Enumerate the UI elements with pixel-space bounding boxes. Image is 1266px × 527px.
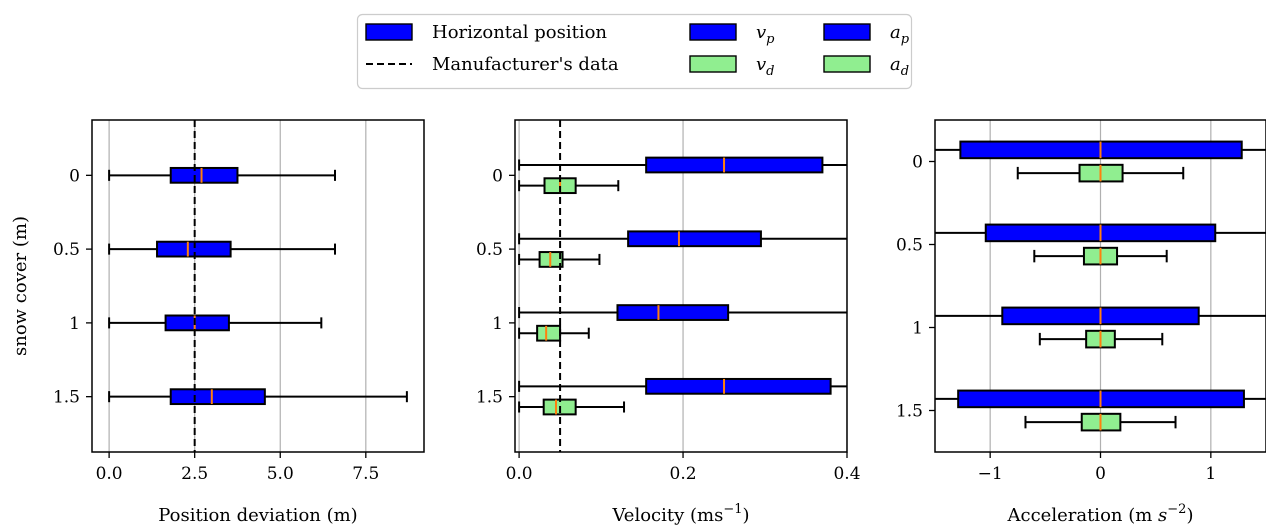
legend-label: vp — [756, 22, 775, 47]
legend-label: vd — [756, 54, 775, 79]
y-tick-label: 0.5 — [476, 240, 503, 260]
plot-area — [518, 120, 847, 452]
box-v-p — [645, 156, 824, 174]
legend-swatch — [823, 23, 871, 41]
acceleration-panel: −1 0 1 0 0.5 1 1.5 Acceleration (m s−2) — [896, 119, 1266, 526]
legend-frame — [356, 13, 913, 90]
y-tick-label: 0.5 — [896, 236, 923, 256]
x-tick-label: 0.2 — [670, 464, 697, 484]
plot-area — [935, 120, 1266, 452]
legend-swatch — [823, 55, 871, 73]
legend-label: Manufacturer's data — [432, 54, 619, 75]
box-v-d — [536, 324, 562, 342]
y-tick-label: 0 — [912, 153, 923, 173]
x-tick-label: 5.0 — [267, 464, 294, 484]
axes-frame — [514, 119, 848, 453]
x-tick-label: −1 — [978, 464, 1003, 484]
plot-area — [108, 120, 408, 452]
x-axis-label: Position deviation (m) — [158, 505, 357, 526]
legend-swatch — [689, 23, 737, 41]
box-v-p — [616, 304, 730, 321]
y-tick-label: 1 — [69, 314, 80, 334]
box-v-p — [645, 377, 832, 395]
x-tick-label: 0 — [1095, 464, 1106, 484]
y-axis-label: snow cover (m) — [10, 216, 31, 356]
x-tick-label: 7.5 — [352, 464, 379, 484]
x-axis-label: Velocity (ms−1) — [611, 502, 749, 526]
legend-label: ap — [890, 22, 910, 47]
y-tick-label: 1.5 — [896, 402, 923, 422]
x-axis-label: Acceleration (m s−2) — [1007, 502, 1194, 526]
y-tick-label: 0 — [69, 166, 80, 186]
x-tick-label: 0.0 — [506, 464, 533, 484]
box-horizontal-position — [169, 388, 266, 406]
y-tick-label: 1.5 — [476, 388, 503, 408]
y-tick-label: 1.5 — [53, 388, 80, 408]
y-tick-label: 1 — [912, 319, 923, 339]
box-horizontal-position — [169, 166, 239, 184]
legend-label: ad — [890, 54, 909, 79]
position-deviation-panel: 0.0 2.5 5.0 7.5 0 0.5 1 1.5 Position deviation (… — [10, 119, 425, 526]
velocity-panel: 0.0 0.2 0.4 0 0.5 1 1.5 Velocity (ms−1) — [476, 119, 861, 526]
axes-frame — [91, 119, 425, 453]
x-tick-label: 1 — [1205, 464, 1216, 484]
legend-label: Horizontal position — [432, 22, 607, 43]
legend: Horizontal position Manufacturer's data vp… — [356, 13, 913, 90]
x-tick-label: 0.4 — [833, 464, 860, 484]
box-horizontal-position — [164, 314, 230, 332]
y-tick-label: 1 — [492, 314, 503, 334]
x-tick-label: 2.5 — [181, 464, 208, 484]
legend-swatch — [365, 23, 413, 41]
legend-swatch — [689, 55, 737, 73]
x-tick-label: 0.0 — [96, 464, 123, 484]
y-tick-label: 0.5 — [53, 240, 80, 260]
y-tick-label: 0 — [492, 166, 503, 186]
box-v-p — [627, 230, 762, 248]
